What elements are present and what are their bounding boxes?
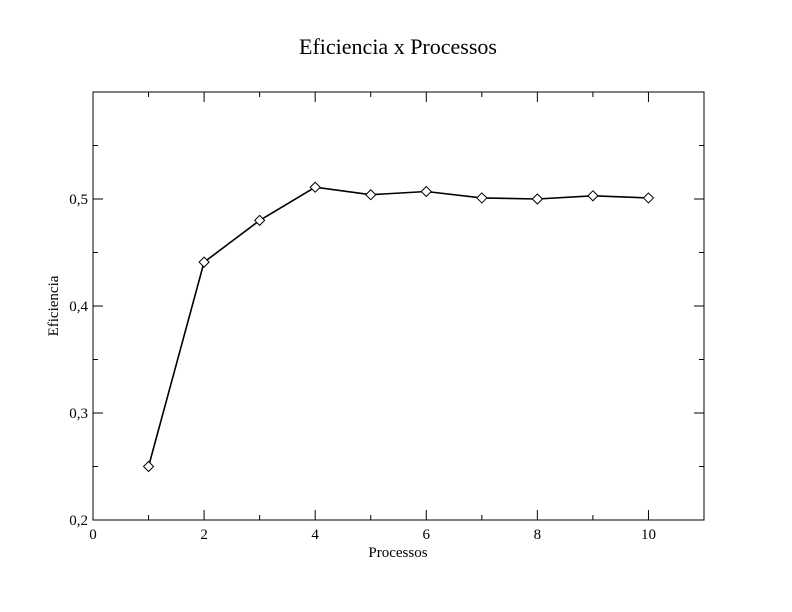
x-tick-label: 6 [423, 527, 431, 543]
y-tick-label: 0,5 [69, 192, 88, 208]
data-point [420, 185, 432, 198]
y-tick-label: 0,2 [69, 513, 88, 529]
data-point [476, 192, 488, 204]
x-tick-label: 2 [200, 527, 208, 543]
data-point [365, 189, 377, 201]
x-tick-label: 8 [534, 527, 542, 543]
data-point [531, 193, 544, 205]
chart-title: Eficiencia x Processos [299, 34, 497, 59]
data-point [198, 256, 210, 268]
axis-tick-labels: 0 2 4 6 8 10 0,2 0,3 0,4 0,5 [69, 192, 656, 543]
data-point [587, 190, 599, 202]
data-point [253, 214, 266, 227]
plot-frame [92, 91, 705, 521]
axis-ticks [92, 91, 705, 521]
data-point-markers [142, 181, 655, 473]
y-tick-label: 0,4 [69, 299, 88, 315]
series-line [147, 186, 649, 467]
x-tick-label: 4 [311, 527, 319, 543]
data-point [309, 181, 321, 193]
x-tick-label: 0 [89, 527, 97, 543]
x-tick-label: 10 [641, 527, 656, 543]
data-point [642, 192, 655, 204]
y-axis-label: Eficiencia [46, 275, 62, 336]
y-tick-label: 0,3 [69, 406, 88, 422]
data-point [142, 460, 155, 473]
x-axis-label: Processos [368, 545, 427, 561]
